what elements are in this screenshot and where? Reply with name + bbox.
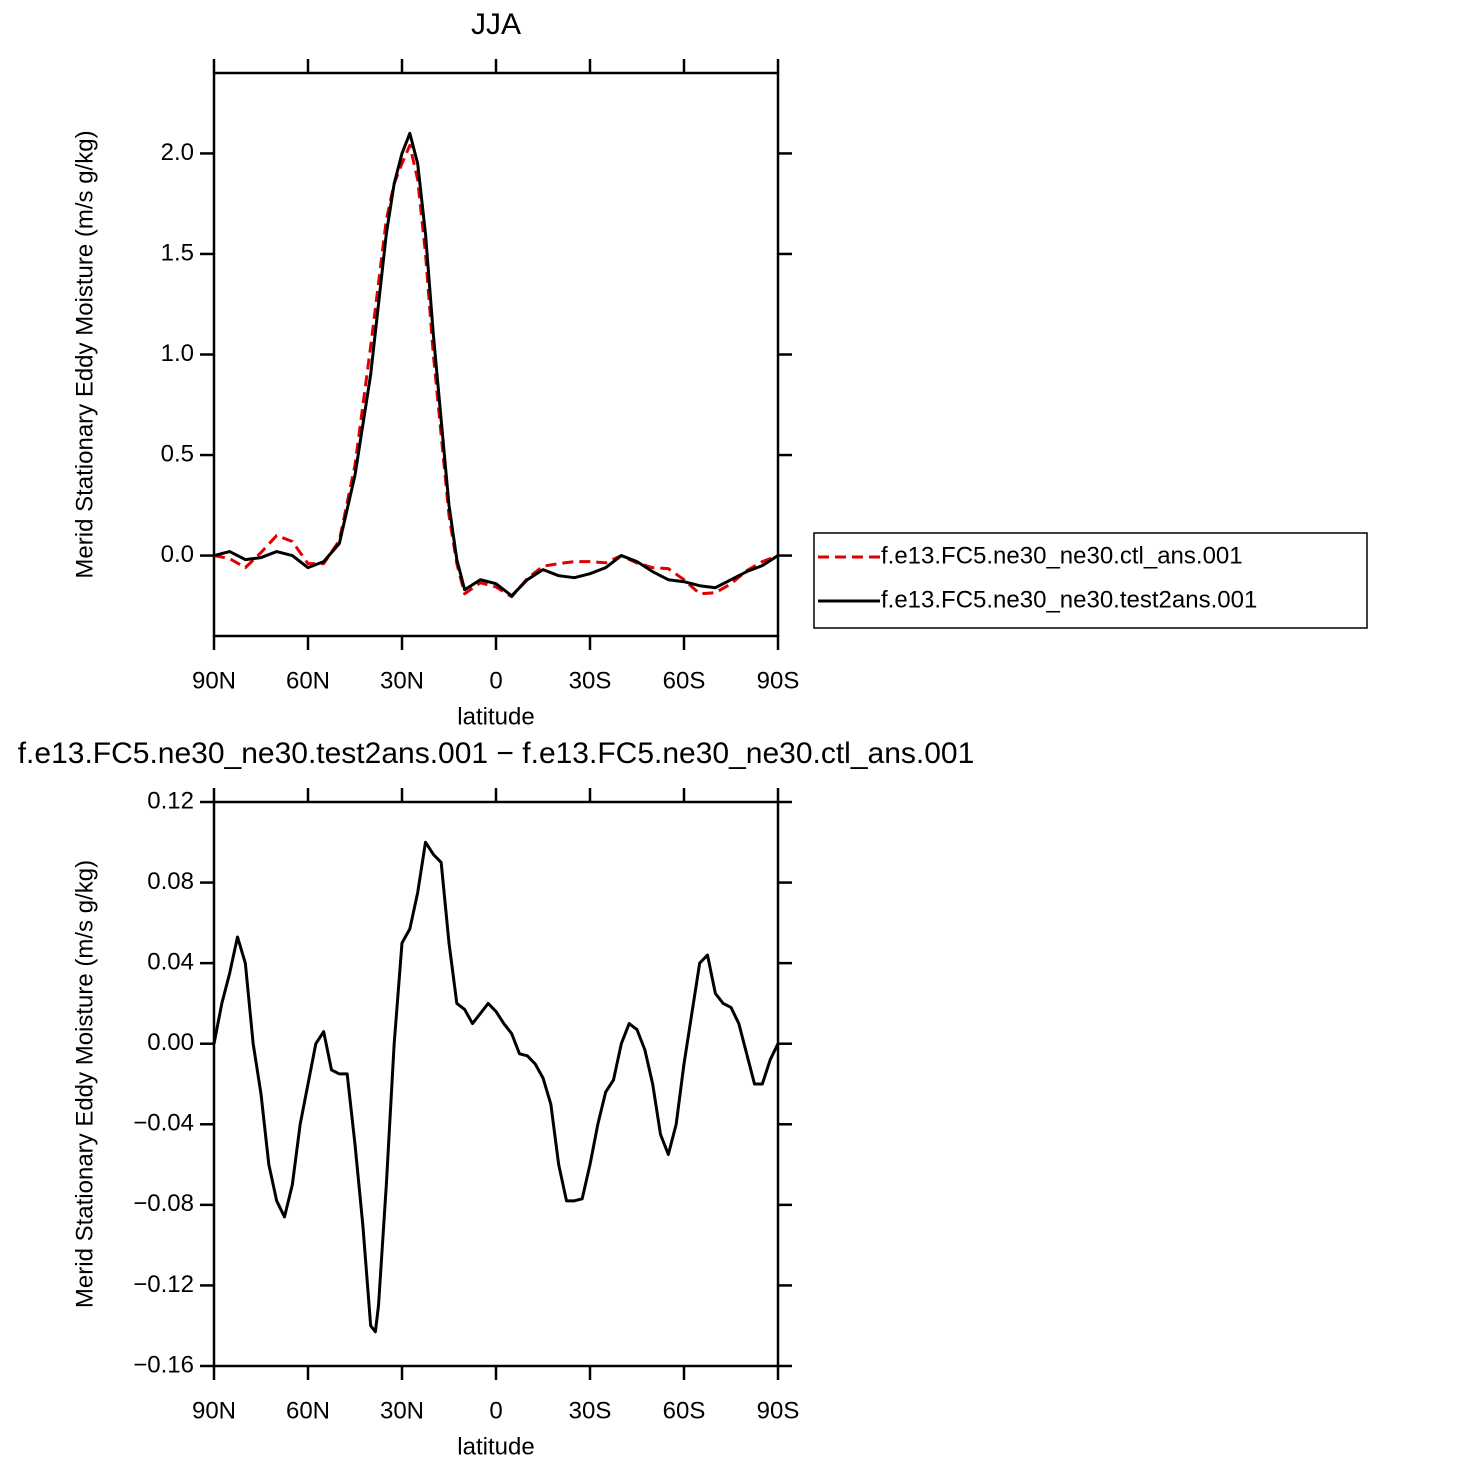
y-tick-label: 0.08 — [147, 868, 194, 895]
y-tick-label: 1.5 — [161, 239, 194, 266]
x-axis-label: latitude — [457, 703, 534, 730]
legend-box — [813, 532, 1368, 629]
x-axis-label: latitude — [457, 1433, 534, 1460]
y-tick-label: 0.04 — [147, 948, 194, 975]
y-axis-label: Merid Stationary Eddy Moisture (m/s g/kg… — [71, 130, 98, 578]
x-tick-label: 0 — [489, 1397, 502, 1424]
y-tick-label: 2.0 — [161, 139, 194, 166]
x-tick-label: 30N — [380, 1397, 424, 1424]
x-tick-label: 90N — [192, 1397, 236, 1424]
chart-title: f.e13.FC5.ne30_ne30.test2ans.001 − f.e13… — [18, 737, 975, 770]
x-tick-label: 90S — [757, 1397, 800, 1424]
y-tick-label: −0.04 — [133, 1110, 194, 1137]
y-tick-label: 1.0 — [161, 340, 194, 367]
y-tick-label: 0.5 — [161, 440, 194, 467]
data-line — [213, 143, 779, 599]
x-tick-label: 60N — [286, 1397, 330, 1424]
y-tick-label: 0.0 — [161, 541, 194, 568]
y-tick-label: −0.08 — [133, 1190, 194, 1217]
y-tick-label: 0.12 — [147, 787, 194, 814]
legend-label: f.e13.FC5.ne30_ne30.test2ans.001 — [881, 586, 1257, 613]
legend-label: f.e13.FC5.ne30_ne30.ctl_ans.001 — [881, 542, 1243, 569]
x-tick-label: 60S — [663, 1397, 706, 1424]
x-tick-label: 90S — [757, 667, 800, 694]
x-tick-label: 90N — [192, 667, 236, 694]
x-tick-label: 30S — [569, 1397, 612, 1424]
y-tick-label: −0.12 — [133, 1271, 194, 1298]
x-tick-label: 60S — [663, 667, 706, 694]
data-line — [212, 840, 780, 1334]
plot-frame — [212, 800, 780, 1368]
y-tick-label: −0.16 — [133, 1351, 194, 1378]
y-tick-label: 0.00 — [147, 1029, 194, 1056]
x-tick-label: 0 — [489, 667, 502, 694]
data-line — [213, 131, 779, 598]
chart-title: JJA — [471, 8, 521, 41]
x-tick-label: 60N — [286, 667, 330, 694]
x-tick-label: 30S — [569, 667, 612, 694]
x-tick-label: 30N — [380, 667, 424, 694]
y-axis-label: Merid Stationary Eddy Moisture (m/s g/kg… — [71, 860, 98, 1308]
